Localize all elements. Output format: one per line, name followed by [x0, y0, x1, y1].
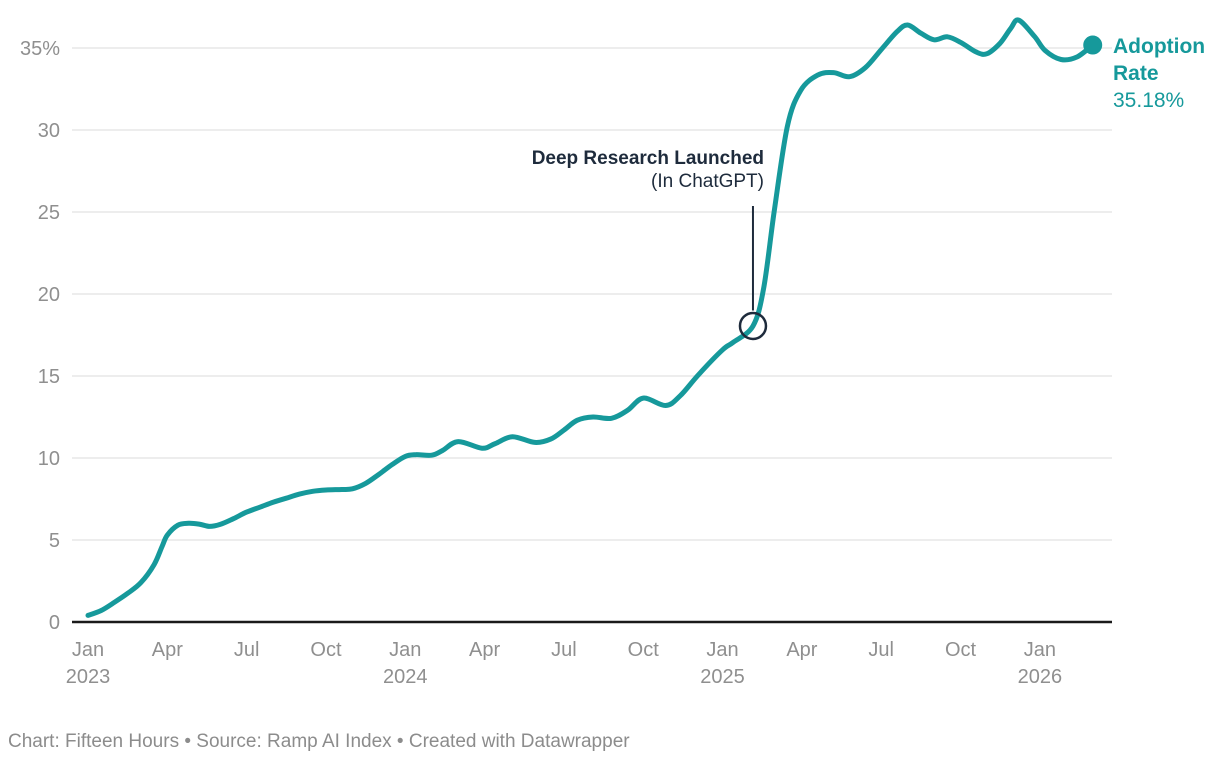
- x-tick-label: Jan: [1024, 639, 1056, 661]
- gridlines: [72, 47, 1112, 624]
- annotation-title: Deep Research Launched: [531, 148, 764, 169]
- x-tick-label: Jan: [72, 639, 104, 661]
- series-end-value: 35.18%: [1113, 89, 1185, 112]
- x-tick-year-label: 2026: [1018, 666, 1063, 688]
- y-tick-label: 5: [49, 530, 60, 552]
- y-tick-label: 30: [38, 120, 60, 142]
- x-tick-year-label: 2023: [66, 666, 111, 688]
- y-tick-label: 15: [38, 366, 60, 388]
- x-axis-labels: Jan 2023 Apr Jul Oct Jan 2024 Apr Jul Oct Jan 2025 A…: [66, 639, 1062, 688]
- x-tick-label: Jan: [389, 639, 421, 661]
- y-tick-label: 10: [38, 448, 60, 470]
- x-tick-year-label: 2024: [383, 666, 428, 688]
- y-tick-label: 0: [49, 612, 60, 634]
- y-axis-labels: 0 5 10 15 20 25 30 35%: [20, 38, 60, 634]
- x-tick-label: Apr: [152, 639, 183, 661]
- series-label-block: Adoption Rate 35.18%: [1113, 33, 1219, 114]
- series-end-dot: [1083, 35, 1103, 55]
- annotation: Deep Research Launched (In ChatGPT): [434, 147, 764, 193]
- x-tick-label: Oct: [945, 639, 977, 661]
- y-tick-label: 20: [38, 284, 60, 306]
- x-tick-label: Apr: [786, 639, 817, 661]
- x-tick-label: Oct: [310, 639, 342, 661]
- adoption-rate-line: [85, 17, 1096, 618]
- x-tick-label: Oct: [628, 639, 660, 661]
- series-label: Adoption Rate: [1113, 35, 1206, 85]
- y-tick-label: 35%: [20, 38, 60, 60]
- y-tick-label: 25: [38, 202, 60, 224]
- chart-footer-credits: Chart: Fifteen Hours • Source: Ramp AI I…: [8, 731, 630, 752]
- annotation-subtitle: (In ChatGPT): [651, 171, 764, 192]
- x-tick-year-label: 2025: [700, 666, 745, 688]
- x-tick-label: Jul: [868, 639, 894, 661]
- x-tick-label: Jul: [551, 639, 577, 661]
- x-tick-label: Jan: [706, 639, 738, 661]
- annotation-circle-marker: [738, 311, 768, 341]
- x-tick-label: Apr: [469, 639, 500, 661]
- x-tick-label: Jul: [234, 639, 260, 661]
